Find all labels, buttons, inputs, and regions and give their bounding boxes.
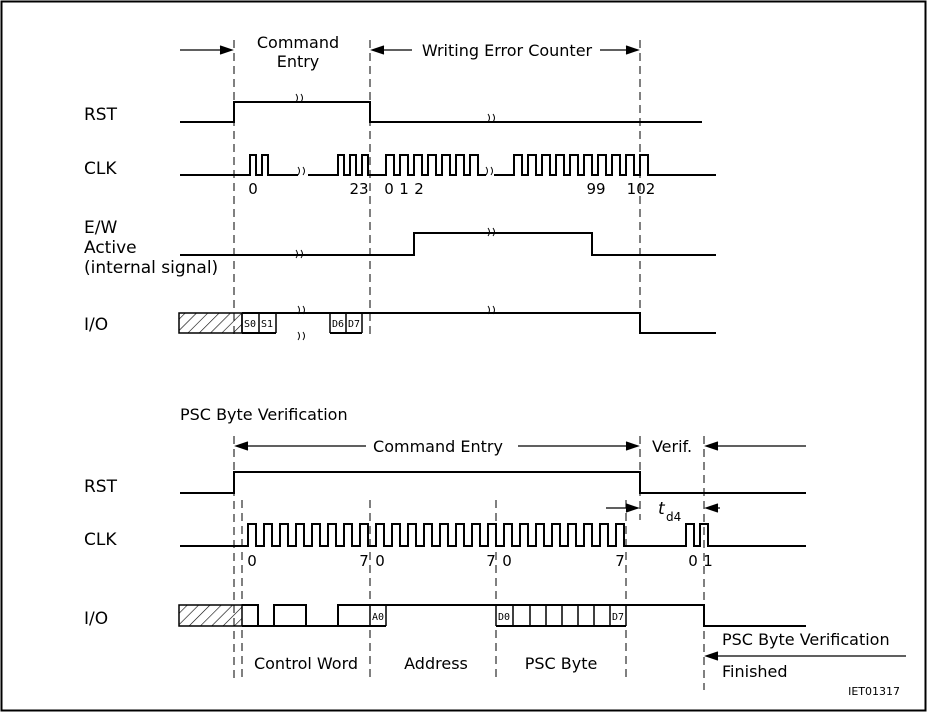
section-title: PSC Byte Verification: [180, 405, 348, 424]
rst-waveform: [180, 101, 702, 123]
io-waveform: [242, 312, 716, 334]
phase-verif: Verif.: [652, 437, 692, 456]
phase-command-line2: Entry: [277, 52, 320, 71]
clk-count-label: 7: [615, 552, 625, 570]
phase-command-line1: Command: [257, 33, 339, 52]
signal-label-io: I/O: [84, 315, 108, 335]
io-bit-label: D7: [612, 612, 624, 623]
io-bit-label: S0: [244, 319, 256, 330]
signal-label-rst: RST: [84, 105, 118, 125]
field-address: Address: [404, 654, 468, 673]
td4-label: t: [658, 499, 666, 519]
finished-label-line1: PSC Byte Verification: [722, 630, 890, 649]
clk-count-label: 0: [247, 552, 257, 570]
clk-count-label: 7: [359, 552, 369, 570]
phase-writing-label: Writing Error Counter: [422, 41, 593, 60]
io-bit-label: D6: [332, 319, 344, 330]
bottom-diagram: [178, 436, 906, 690]
figure-code: IET01317: [848, 685, 900, 698]
clk-waveform: [494, 154, 716, 176]
io-hatched-region: [178, 604, 243, 627]
clk-count-label: 102: [627, 180, 656, 198]
phase-arrows: [180, 45, 640, 55]
signal-label-io: I/O: [84, 609, 108, 629]
io-hatched-region: [178, 312, 243, 334]
phase-arrows: [234, 441, 806, 451]
signal-label-clk: CLK: [84, 159, 117, 179]
signal-label-ew-internal: (internal signal): [84, 258, 218, 278]
io-bit-label: A0: [372, 612, 384, 623]
io-bit-label: D7: [348, 319, 360, 330]
ew-waveform: [180, 232, 716, 256]
clk-waveform: [308, 154, 486, 176]
clk-count-label: 0: [502, 552, 512, 570]
signal-label-ew: E/W: [84, 218, 117, 238]
clk-count-label: 0: [375, 552, 385, 570]
finished-label-line2: Finished: [722, 662, 788, 681]
io-bit-label: D0: [498, 612, 510, 623]
field-psc-byte: PSC Byte: [525, 654, 598, 673]
signal-label-ew-active: Active: [84, 238, 137, 258]
clk-count-label: 0: [248, 180, 258, 198]
clk-count-label: 0: [688, 552, 698, 570]
clk-count-label: 99: [586, 180, 605, 198]
clk-count-label: 2: [414, 180, 424, 198]
clk-count-label: 1: [703, 552, 713, 570]
signal-label-rst: RST: [84, 477, 118, 497]
clk-count-label: 7: [486, 552, 496, 570]
clk-count-label: 1: [399, 180, 409, 198]
td4-arrows: [606, 503, 720, 513]
clk-waveform: [180, 523, 806, 547]
io-bit-label: S1: [261, 319, 273, 330]
phase-command-entry: Command Entry: [373, 437, 503, 456]
io-waveform: [242, 604, 806, 627]
top-diagram: [178, 40, 716, 341]
finished-arrow: [704, 651, 906, 661]
field-control-word: Control Word: [254, 654, 358, 673]
clk-count-label: 0: [384, 180, 394, 198]
clk-waveform: [180, 154, 298, 176]
td4-subscript: d4: [666, 510, 681, 524]
clk-count-label: 23: [349, 180, 368, 198]
break-marks: [295, 93, 495, 341]
rst-waveform: [180, 471, 806, 494]
signal-label-clk: CLK: [84, 530, 117, 550]
